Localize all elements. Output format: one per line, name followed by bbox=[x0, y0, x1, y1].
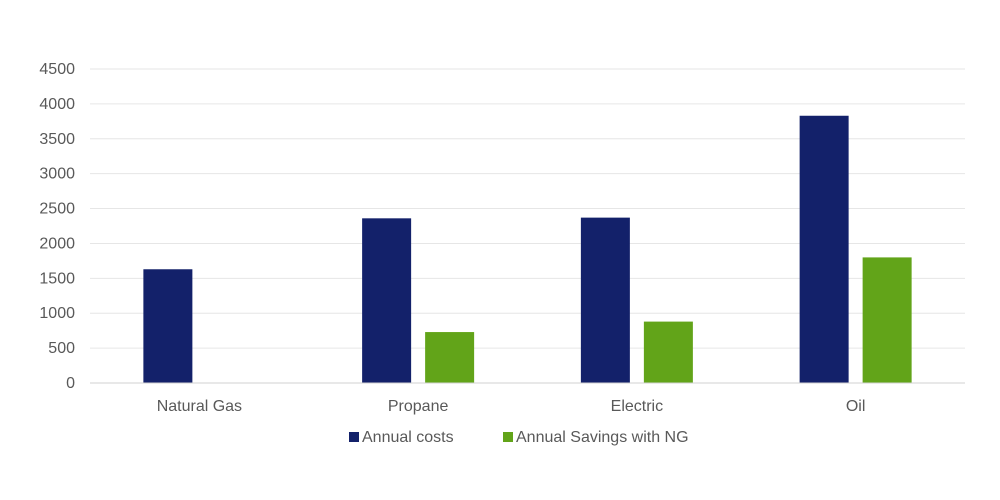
y-axis-tick-labels: 0 500 1000 1500 2000 2500 3000 3500 4000 4500 bbox=[39, 61, 75, 392]
bar-annual-costs-oil bbox=[799, 115, 849, 384]
y-tick-label: 500 bbox=[48, 340, 75, 357]
bar-annual-savings-with-ng-oil bbox=[862, 257, 912, 383]
y-tick-label: 4500 bbox=[39, 61, 75, 78]
x-category-label: Electric bbox=[611, 398, 663, 415]
bar-annual-savings-with-ng-propane bbox=[425, 332, 475, 383]
bar-annual-costs-propane bbox=[362, 218, 412, 383]
bars bbox=[143, 115, 912, 384]
y-tick-label: 1000 bbox=[39, 305, 75, 322]
y-tick-label: 0 bbox=[66, 375, 75, 392]
x-axis-category-labels: Natural Gas Propane Electric Oil bbox=[157, 398, 866, 415]
y-tick-label: 1500 bbox=[39, 270, 75, 287]
gridlines bbox=[90, 68, 965, 349]
y-tick-label: 3000 bbox=[39, 166, 75, 183]
bar-annual-costs-natural-gas bbox=[143, 269, 193, 383]
legend-label: Annual costs bbox=[362, 429, 454, 446]
legend-swatch bbox=[503, 432, 513, 442]
bar-annual-costs-electric bbox=[580, 217, 630, 383]
x-category-label: Propane bbox=[388, 398, 449, 415]
x-category-label: Natural Gas bbox=[157, 398, 242, 415]
y-tick-label: 4000 bbox=[39, 96, 75, 113]
legend-label: Annual Savings with NG bbox=[516, 429, 689, 446]
bar-annual-savings-with-ng-electric bbox=[643, 321, 693, 383]
y-tick-label: 2000 bbox=[39, 235, 75, 252]
legend: Annual costs Annual Savings with NG bbox=[349, 429, 689, 446]
x-category-label: Oil bbox=[846, 398, 866, 415]
y-tick-label: 3500 bbox=[39, 131, 75, 148]
legend-swatch bbox=[349, 432, 359, 442]
y-tick-label: 2500 bbox=[39, 201, 75, 218]
